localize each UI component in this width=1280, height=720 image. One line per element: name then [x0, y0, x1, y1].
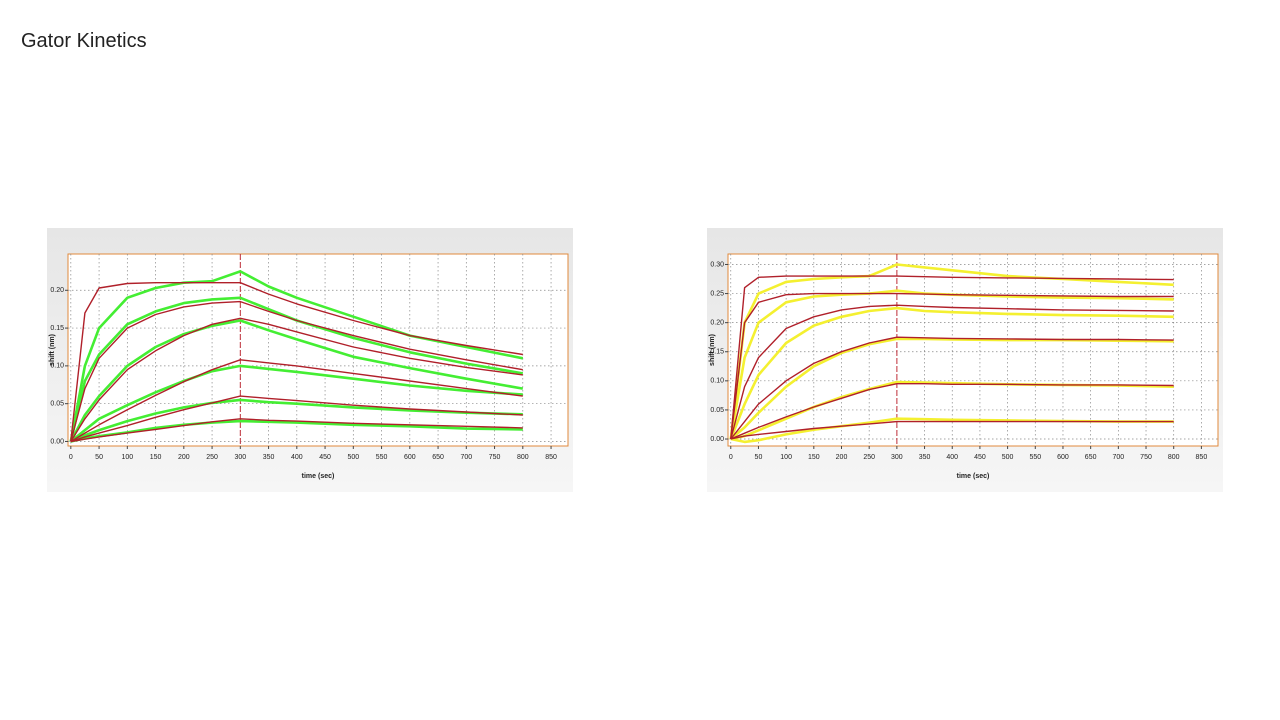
x-tick-label: 600: [1057, 454, 1069, 461]
plot-area: [727, 253, 1219, 447]
x-tick-label: 850: [1196, 454, 1208, 461]
y-tick-label: 0.25: [710, 290, 724, 297]
y-tick-label: 0.00: [50, 438, 64, 445]
x-tick-label: 450: [319, 454, 331, 461]
series-line: [69, 364, 523, 443]
chart: 0.00 0.05 0.10 0.15 0.20 0.25 0.30 0 50 100 150 200…: [707, 228, 1223, 492]
x-tick-label: 650: [432, 454, 444, 461]
series-line: [70, 317, 523, 442]
x-tick-label: 150: [150, 454, 162, 461]
x-tick-label: 50: [755, 454, 763, 461]
x-tick-label: 350: [919, 454, 931, 461]
x-tick-label: 700: [460, 454, 472, 461]
series-line: [69, 319, 524, 443]
x-tick-label: 800: [517, 454, 529, 461]
series-line: [70, 395, 523, 443]
x-tick-label: 100: [780, 454, 792, 461]
chart: 0.00 0.05 0.10 0.15 0.20 0 50 100 150 200 250 300 35…: [47, 228, 573, 492]
y-tick-label: 0.20: [710, 319, 724, 326]
x-tick-label: 550: [376, 454, 388, 461]
x-tick-label: 850: [545, 454, 557, 461]
y-axis-label: shift (nm): [49, 334, 56, 366]
x-tick-label: 400: [291, 454, 303, 461]
page-title: Gator Kinetics: [21, 30, 147, 52]
x-axis-label: time (sec): [957, 473, 990, 480]
series-line: [729, 306, 1174, 440]
y-tick-label: 0.10: [50, 363, 64, 370]
x-tick-label: 550: [1029, 454, 1041, 461]
x-tick-label: 50: [95, 454, 103, 461]
y-tick-label: 0.00: [710, 436, 724, 443]
series-line: [730, 304, 1174, 440]
series-line: [730, 383, 1174, 440]
y-tick-label: 0.30: [710, 261, 724, 268]
x-tick-label: 750: [489, 454, 501, 461]
series-line: [730, 292, 1174, 440]
y-tick-label: 0.10: [710, 378, 724, 385]
series-line: [730, 420, 1174, 440]
x-tick-label: 600: [404, 454, 416, 461]
series-line: [69, 296, 524, 442]
x-tick-label: 500: [1002, 454, 1014, 461]
x-tick-label: 0: [69, 454, 73, 461]
x-tick-label: 400: [946, 454, 958, 461]
series-line: [70, 398, 523, 443]
x-axis-label: time (sec): [302, 473, 335, 480]
series-line: [70, 282, 523, 442]
series-line: [729, 289, 1174, 440]
y-tick-label: 0.15: [50, 325, 64, 332]
x-tick-label: 300: [234, 454, 246, 461]
x-tick-label: 200: [836, 454, 848, 461]
x-tick-label: 250: [206, 454, 218, 461]
series-line: [70, 300, 523, 442]
series-line: [70, 418, 523, 443]
x-tick-label: 0: [729, 454, 733, 461]
x-tick-label: 350: [263, 454, 275, 461]
x-tick-label: 150: [808, 454, 820, 461]
series-line: [730, 275, 1174, 440]
series-line: [730, 417, 1174, 444]
x-tick-label: 500: [347, 454, 359, 461]
x-tick-label: 250: [863, 454, 875, 461]
y-tick-label: 0.20: [50, 287, 64, 294]
x-tick-label: 650: [1085, 454, 1097, 461]
x-tick-label: 700: [1112, 454, 1124, 461]
series-line: [70, 359, 523, 443]
y-tick-label: 0.05: [50, 401, 64, 408]
x-tick-label: 200: [178, 454, 190, 461]
x-tick-label: 800: [1168, 454, 1180, 461]
y-axis-label: shift (nm): [709, 334, 716, 366]
x-tick-label: 750: [1140, 454, 1152, 461]
x-tick-label: 300: [891, 454, 903, 461]
x-tick-label: 450: [974, 454, 986, 461]
series-line: [730, 336, 1174, 440]
y-tick-label: 0.15: [710, 349, 724, 356]
y-tick-label: 0.05: [710, 407, 724, 414]
x-tick-label: 100: [121, 454, 133, 461]
